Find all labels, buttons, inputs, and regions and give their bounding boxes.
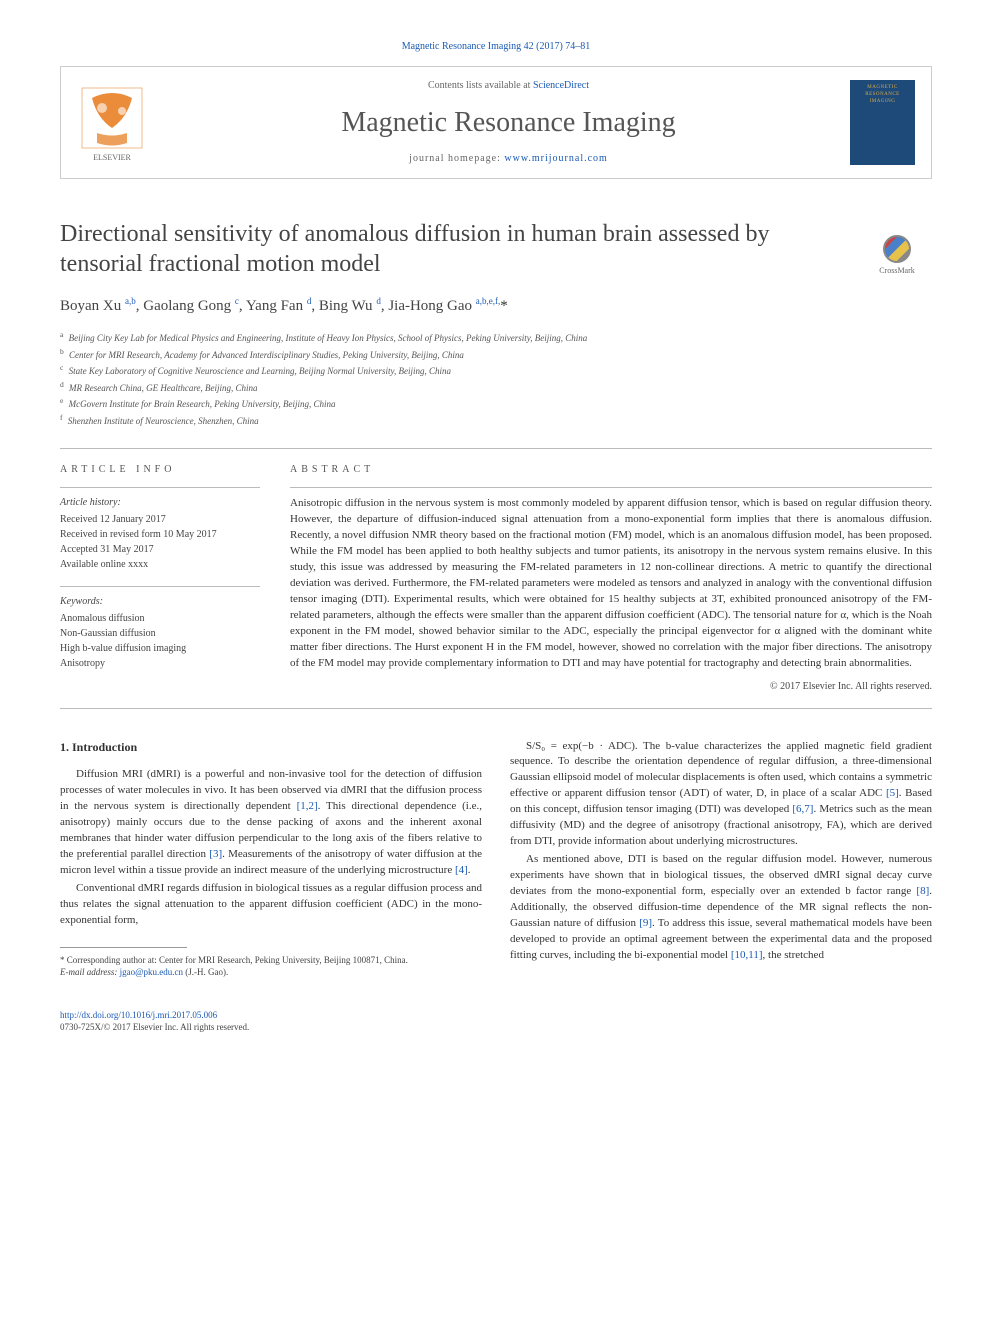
body-paragraph: Conventional dMRI regards diffusion in b… [60,881,482,929]
body-columns: 1. Introduction Diffusion MRI (dMRI) is … [60,739,932,979]
email-suffix: (J.-H. Gao). [183,967,228,977]
journal-header: ELSEVIER Contents lists available at Sci… [60,66,932,179]
history-text: Received 12 January 2017Received in revi… [60,512,260,572]
body-col-right: S/S₀ = exp(−b · ADC). The b-value charac… [510,739,932,979]
affiliation-line: f Shenzhen Institute of Neuroscience, Sh… [60,412,932,429]
sciencedirect-link[interactable]: ScienceDirect [533,80,589,91]
crossmark-label: CrossMark [862,265,932,276]
authors-line: Boyan Xu a,b, Gaolang Gong c, Yang Fan d… [60,295,932,317]
issn-line: 0730-725X/© 2017 Elsevier Inc. All right… [60,1022,249,1032]
doi-link[interactable]: http://dx.doi.org/10.1016/j.mri.2017.05.… [60,1010,217,1020]
cover-title: MAGNETIC RESONANCE IMAGING [850,80,915,109]
divider [60,708,932,709]
history-block: Article history: Received 12 January 201… [60,487,260,572]
abstract-copyright: © 2017 Elsevier Inc. All rights reserved… [290,680,932,694]
ref-link[interactable]: [5] [886,787,899,799]
affiliations: a Beijing City Key Lab for Medical Physi… [60,329,932,428]
keywords-block: Keywords: Anomalous diffusionNon-Gaussia… [60,586,260,671]
ref-link[interactable]: [9] [639,917,652,929]
history-label: Article history: [60,496,260,510]
intro-heading: 1. Introduction [60,739,482,756]
corr-text: Center for MRI Research, Peking Universi… [159,955,408,965]
affiliation-line: a Beijing City Key Lab for Medical Physi… [60,329,932,346]
body-col-left: 1. Introduction Diffusion MRI (dMRI) is … [60,739,482,979]
abstract-col: ABSTRACT Anisotropic diffusion in the ne… [290,463,932,693]
journal-cover-thumb: MAGNETIC RESONANCE IMAGING [850,80,915,165]
ref-link[interactable]: [10,11] [731,949,763,961]
divider [60,448,932,449]
email-link[interactable]: jgao@pku.edu.cn [120,967,183,977]
email-footnote: E-mail address: jgao@pku.edu.cn (J.-H. G… [60,966,482,979]
affiliation-line: e McGovern Institute for Brain Research,… [60,395,932,412]
crossmark-badge[interactable]: CrossMark [862,235,932,276]
abstract-text: Anisotropic diffusion in the nervous sys… [290,487,932,671]
journal-reference: Magnetic Resonance Imaging 42 (2017) 74–… [60,40,932,54]
crossmark-icon [883,235,911,263]
abstract-header: ABSTRACT [290,463,932,477]
journal-name: Magnetic Resonance Imaging [167,103,850,142]
svg-text:ELSEVIER: ELSEVIER [93,153,131,162]
corresponding-footnote: * Corresponding author at: Center for MR… [60,954,482,967]
affiliation-line: c State Key Laboratory of Cognitive Neur… [60,362,932,379]
homepage-prefix: journal homepage: [409,153,504,164]
body-paragraph: As mentioned above, DTI is based on the … [510,852,932,964]
elsevier-logo: ELSEVIER [77,83,147,163]
ref-link[interactable]: [8] [916,885,929,897]
header-center: Contents lists available at ScienceDirec… [167,79,850,166]
article-title: Directional sensitivity of anomalous dif… [60,219,932,279]
corr-label: * Corresponding author at: [60,955,159,965]
keywords-label: Keywords: [60,595,260,609]
homepage-link[interactable]: www.mrijournal.com [504,153,607,164]
contents-line: Contents lists available at ScienceDirec… [167,79,850,93]
ref-link[interactable]: [3] [209,848,222,860]
contents-prefix: Contents lists available at [428,80,533,91]
affiliation-line: b Center for MRI Research, Academy for A… [60,346,932,363]
article-info-header: ARTICLE INFO [60,463,260,477]
body-paragraph: Diffusion MRI (dMRI) is a powerful and n… [60,767,482,879]
ref-link[interactable]: [4] [455,864,468,876]
affiliation-line: d MR Research China, GE Healthcare, Beij… [60,379,932,396]
info-abstract-row: ARTICLE INFO Article history: Received 1… [60,463,932,693]
article-info-col: ARTICLE INFO Article history: Received 1… [60,463,260,693]
ref-link[interactable]: [1,2] [297,800,318,812]
footer: http://dx.doi.org/10.1016/j.mri.2017.05.… [60,1009,932,1034]
body-paragraph: S/S₀ = exp(−b · ADC). The b-value charac… [510,739,932,851]
footnote-divider [60,947,187,948]
homepage-line: journal homepage: www.mrijournal.com [167,152,850,166]
journal-ref-link[interactable]: Magnetic Resonance Imaging 42 (2017) 74–… [402,41,591,52]
email-label: E-mail address: [60,967,120,977]
ref-link[interactable]: [6,7] [792,803,813,815]
keywords-text: Anomalous diffusionNon-Gaussian diffusio… [60,611,260,671]
